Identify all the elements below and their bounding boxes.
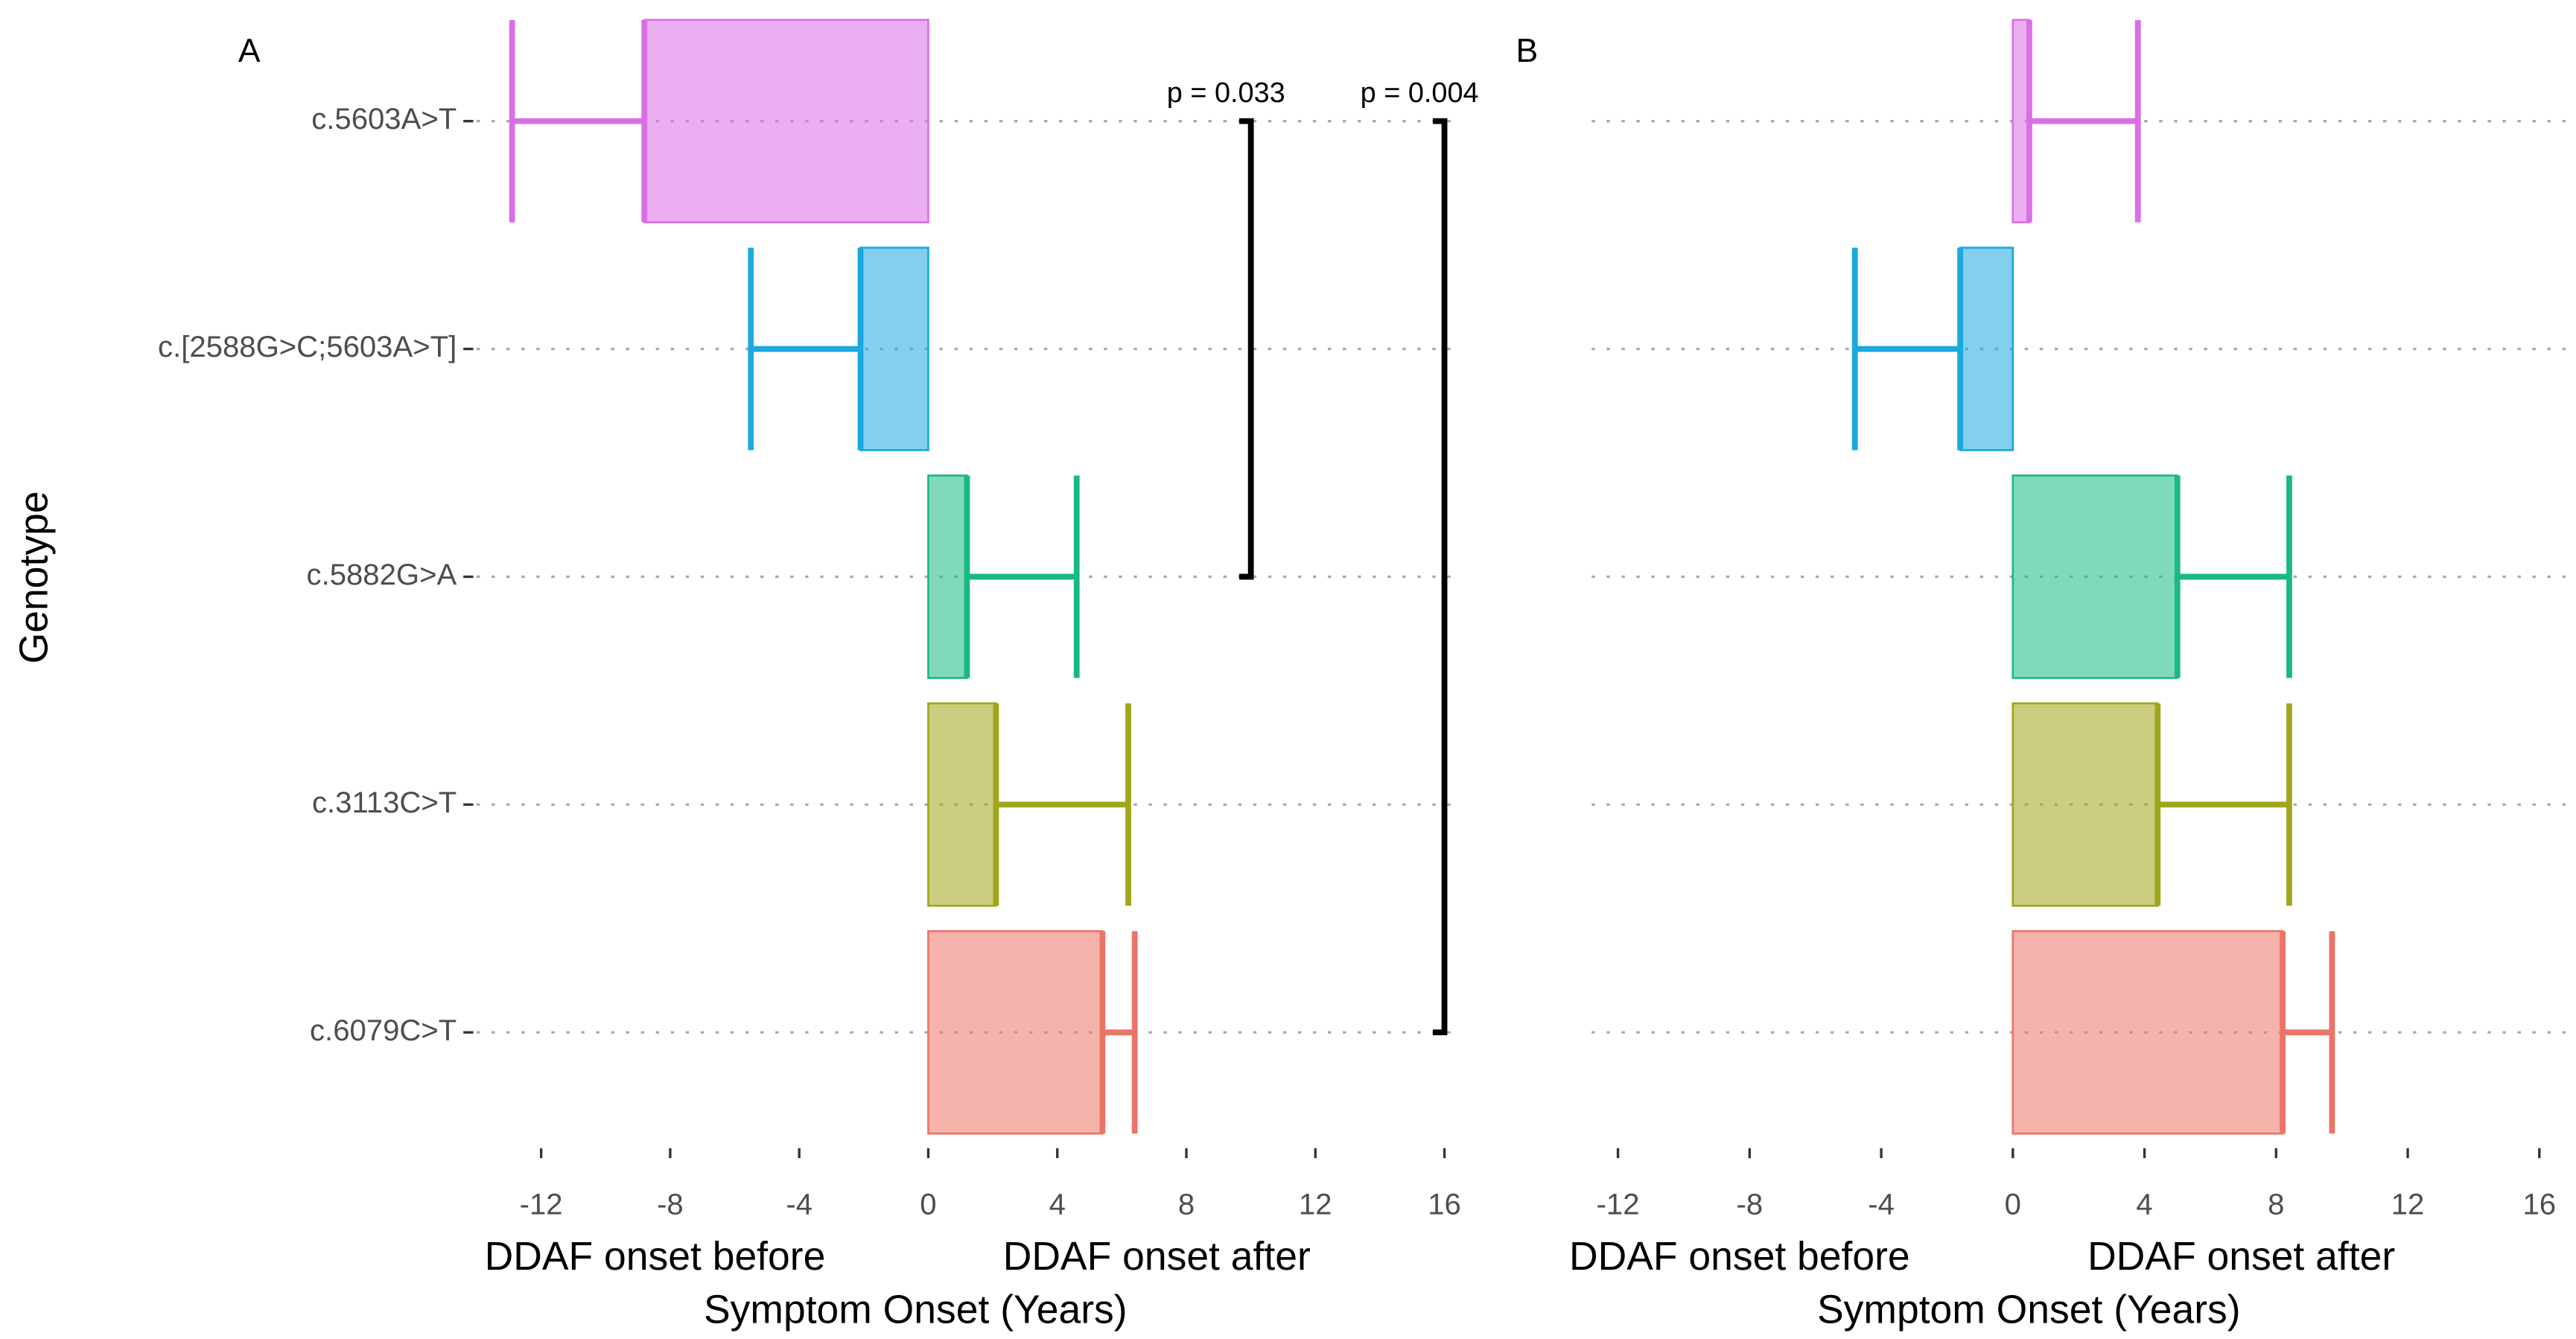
x-tick-label: -8 xyxy=(1736,1188,1763,1221)
x-tick-label: 0 xyxy=(2005,1188,2021,1221)
p-value-label: p = 0.033 xyxy=(1167,77,1285,109)
x-tick-label: 8 xyxy=(1178,1188,1195,1221)
bar xyxy=(859,247,929,451)
x-tick-label: -4 xyxy=(1868,1188,1895,1221)
x-tick-label: -12 xyxy=(1597,1188,1640,1221)
x-tick-label: 4 xyxy=(1049,1188,1066,1221)
y-tick-label: c.5603A>T xyxy=(311,103,457,136)
panel-label: A xyxy=(238,33,261,69)
y-tick-label: c.6079C>T xyxy=(310,1014,457,1047)
x-axis-label-left: DDAF onset before xyxy=(1569,1235,1910,1279)
x-axis-label: Symptom Onset (Years) xyxy=(704,1288,1128,1332)
bar xyxy=(1959,247,2014,451)
x-tick-label: 4 xyxy=(2136,1188,2152,1221)
y-tick-label: c.[2588G>C;5603A>T] xyxy=(158,331,457,363)
x-axis-label-left: DDAF onset before xyxy=(485,1235,826,1279)
bar xyxy=(927,474,968,679)
bar xyxy=(2011,474,2179,679)
significance-bracket xyxy=(1239,118,1254,580)
significance-bracket xyxy=(1432,118,1448,1036)
bar xyxy=(927,930,1104,1135)
x-tick-label: -8 xyxy=(657,1188,684,1221)
bar xyxy=(643,19,929,223)
x-tick-label: 12 xyxy=(1299,1188,1332,1221)
x-tick-label: -12 xyxy=(520,1188,563,1221)
x-tick-label: 0 xyxy=(920,1188,936,1221)
x-tick-label: 12 xyxy=(2391,1188,2425,1221)
x-tick-label: -4 xyxy=(786,1188,812,1221)
panel-label: B xyxy=(1516,33,1538,69)
x-axis-label: Symptom Onset (Years) xyxy=(1817,1288,2241,1332)
x-axis-label-right: DDAF onset after xyxy=(2087,1235,2395,1279)
y-axis-label: Genotype xyxy=(13,491,57,664)
y-tick-label: c.3113C>T xyxy=(312,786,457,819)
x-tick-label: 16 xyxy=(2522,1188,2556,1221)
x-axis-label-right: DDAF onset after xyxy=(1003,1235,1311,1279)
bar xyxy=(2011,930,2284,1135)
bar xyxy=(2011,702,2159,907)
x-tick-label: 16 xyxy=(1428,1188,1461,1221)
x-tick-label: 8 xyxy=(2268,1188,2284,1221)
p-value-label: p = 0.004 xyxy=(1361,77,1479,109)
y-tick-label: c.5882G>A xyxy=(307,559,457,591)
bar xyxy=(927,702,997,907)
